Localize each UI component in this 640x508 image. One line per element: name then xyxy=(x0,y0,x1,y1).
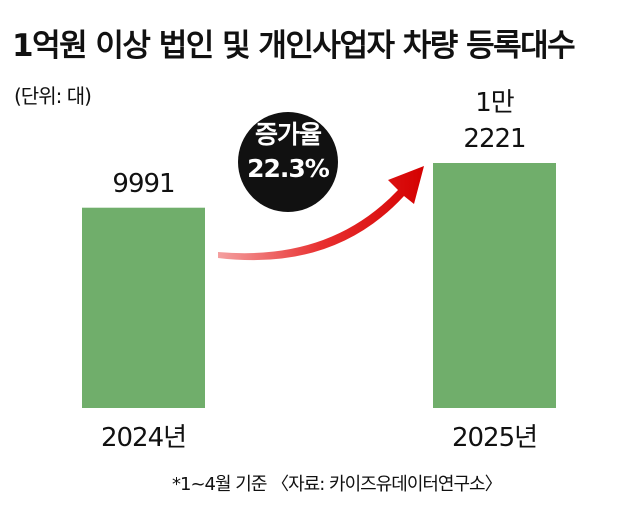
footnote: *1~4월 기준 〈자료: 카이즈유데이터연구소〉 xyxy=(172,474,503,495)
chart-title: 1억원 이상 법인 및 개인사업자 차량 등록대수 xyxy=(12,28,576,64)
value-label: 1만 2221 xyxy=(463,88,526,154)
x-tick-label: 2024년 xyxy=(100,423,187,453)
bar xyxy=(82,207,205,408)
bar xyxy=(433,163,556,408)
value-label: 9991 xyxy=(112,168,175,199)
annotation-badge xyxy=(238,112,338,212)
x-tick-label: 2025년 xyxy=(451,423,538,453)
annotation: 증가율 22.3% xyxy=(247,120,330,183)
growth-arrow xyxy=(218,166,424,261)
subtitle: (단위: 대) xyxy=(14,84,92,108)
